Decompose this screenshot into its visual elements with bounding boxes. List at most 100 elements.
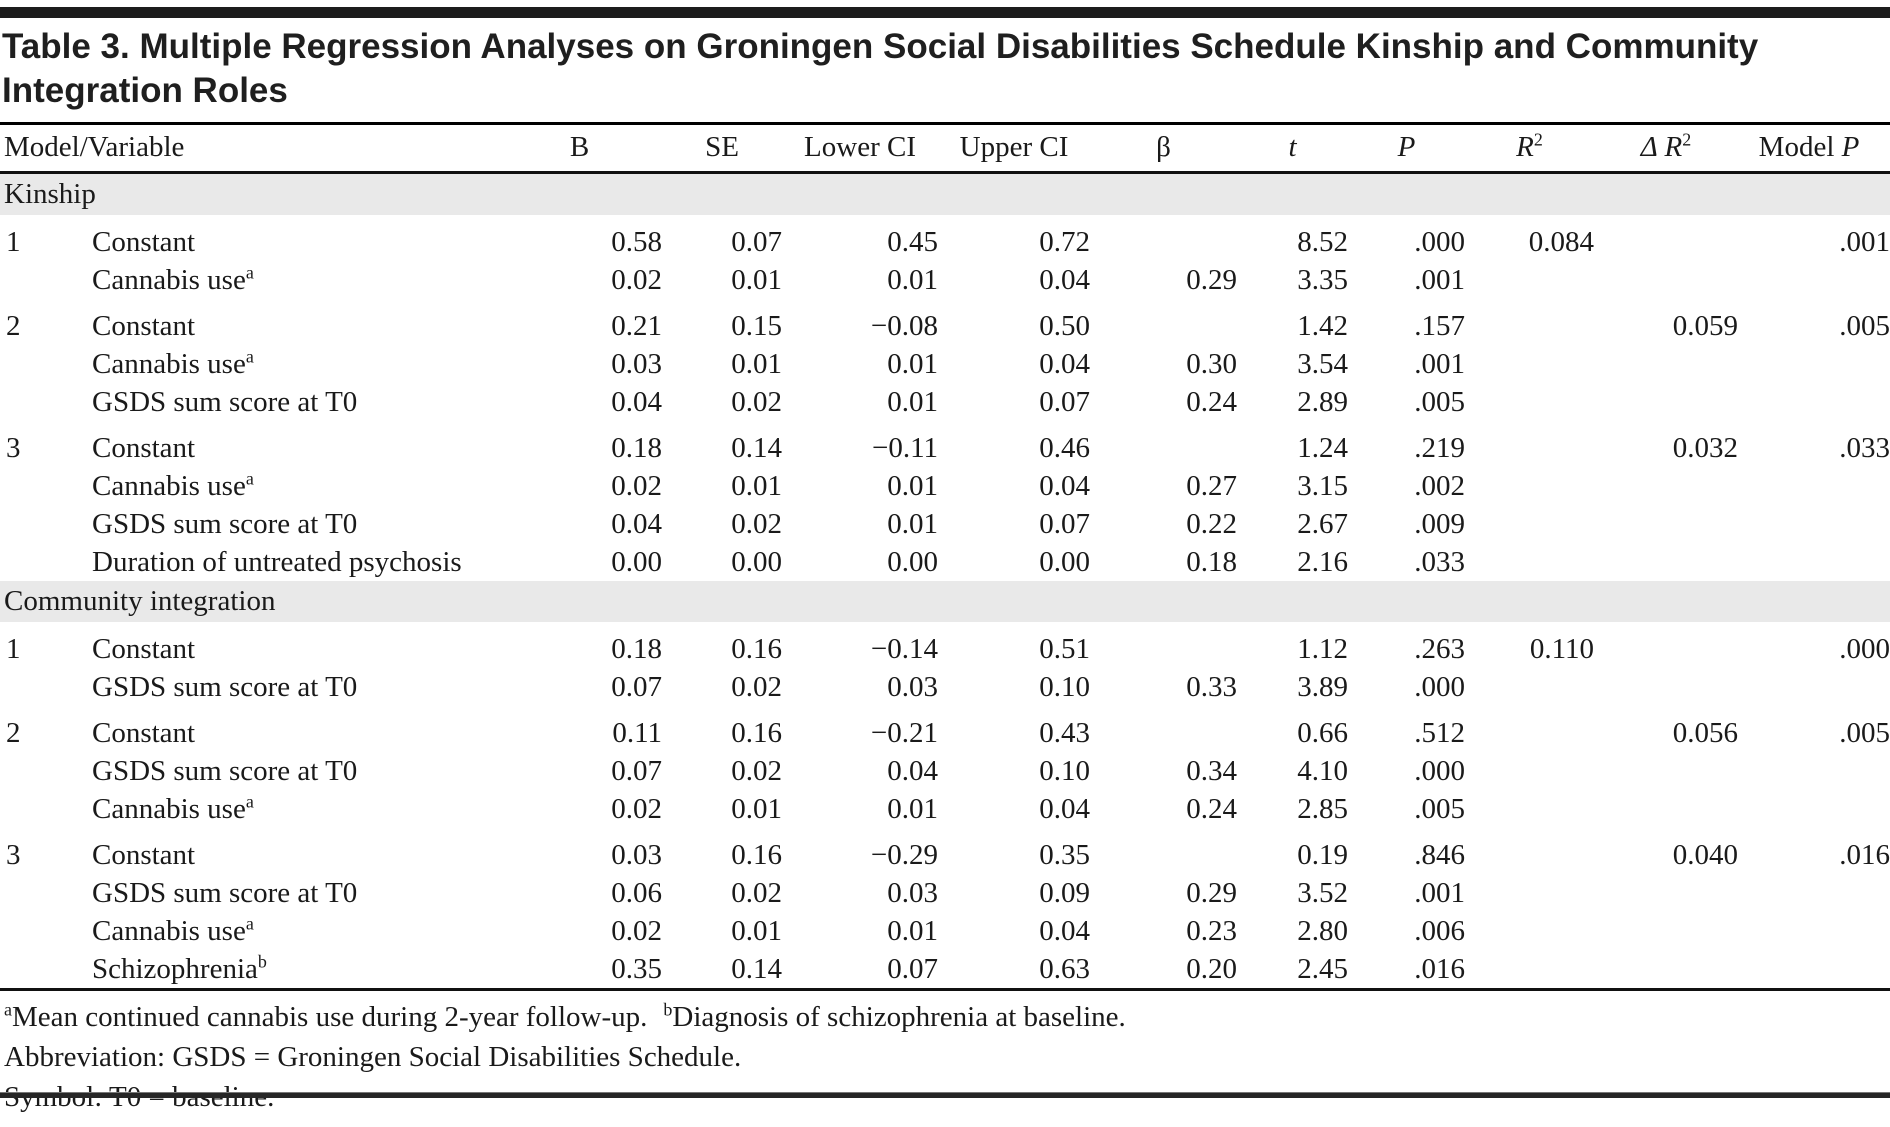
- section-label: Kinship: [0, 172, 1890, 215]
- cell-t: 2.89: [1297, 386, 1349, 418]
- footnote-a-text: Mean continued cannabis use during 2-yea…: [11, 1001, 648, 1033]
- cell-variable: Duration of untreated psychosis: [92, 546, 462, 578]
- cell-upper: 0.10: [1039, 755, 1091, 787]
- cell-b: 0.07: [611, 671, 663, 703]
- cell-se: 0.01: [731, 793, 783, 825]
- cell-modelp: [1738, 912, 1890, 950]
- cell-model-number: 2: [6, 310, 21, 342]
- cell-beta: 0.20: [1186, 953, 1238, 985]
- section-header-row: Kinship: [0, 172, 1890, 215]
- cell-modelp: [1738, 950, 1890, 988]
- column-header-upper-ci: Upper CI: [938, 125, 1091, 174]
- r-squared-sup: 2: [1533, 129, 1543, 150]
- cell-beta: [1090, 299, 1237, 345]
- cell-r2: [1465, 505, 1594, 543]
- cell-model-number: [0, 345, 85, 383]
- cell-r2: [1465, 345, 1594, 383]
- cell-model-number: [0, 950, 85, 988]
- cell-t: 8.52: [1297, 226, 1349, 258]
- cell-b: 0.06: [611, 877, 663, 909]
- cell-p: .000: [1414, 755, 1466, 787]
- cell-b: 0.03: [611, 839, 663, 871]
- cell-b: 0.04: [611, 386, 663, 418]
- table-row: 2 Constant 0.11 0.16 −0.21 0.43 0.66 .512 0.056.…: [0, 706, 1890, 752]
- cell-modelp: [1738, 752, 1890, 790]
- cell-se: 0.00: [731, 546, 783, 578]
- cell-se: 0.02: [731, 386, 783, 418]
- cell-t: 3.35: [1297, 264, 1349, 296]
- cell-model-number: [0, 912, 85, 950]
- cell-modelp: [1738, 505, 1890, 543]
- cell-model-number: 3: [6, 839, 21, 871]
- cell-model-number: [0, 752, 85, 790]
- table-row: Schizophreniab 0.35 0.14 0.07 0.63 0.20 2.45 .0…: [0, 950, 1890, 988]
- cell-b: 0.02: [611, 793, 663, 825]
- cell-variable: Constant: [92, 839, 196, 871]
- cell-variable: Cannabis usea: [92, 346, 254, 380]
- cell-p: .016: [1414, 953, 1466, 985]
- cell-upper: 0.04: [1039, 915, 1091, 947]
- column-header-lower-ci: Lower CI: [782, 125, 939, 174]
- cell-se: 0.16: [731, 717, 783, 749]
- cell-dr2: [1594, 345, 1738, 383]
- cell-beta: 0.34: [1186, 755, 1238, 787]
- cell-lower: 0.01: [887, 793, 939, 825]
- cell-modelp: .000: [1839, 633, 1890, 665]
- table-row: Cannabis usea 0.02 0.01 0.01 0.04 0.24 2.85 .00…: [0, 790, 1890, 828]
- cell-beta: [1090, 706, 1237, 752]
- cell-p: .005: [1414, 793, 1466, 825]
- cell-b: 0.07: [611, 755, 663, 787]
- cell-t: 1.24: [1297, 432, 1349, 464]
- cell-dr2: [1594, 912, 1738, 950]
- cell-modelp: .016: [1839, 839, 1890, 871]
- cell-model-number: 3: [6, 432, 21, 464]
- cell-p: .033: [1414, 546, 1466, 578]
- cell-t: 1.42: [1297, 310, 1349, 342]
- footnote-abbreviation: Abbreviation: GSDS = Groningen Social Di…: [4, 1041, 742, 1073]
- cell-modelp: [1738, 467, 1890, 505]
- cell-beta: 0.24: [1186, 793, 1238, 825]
- cell-beta: 0.33: [1186, 671, 1238, 703]
- cell-model-number: [0, 874, 85, 912]
- cell-r2: [1465, 261, 1594, 299]
- column-header-model-variable: Model/Variable: [0, 125, 498, 174]
- cell-dr2: [1594, 752, 1738, 790]
- cell-t: 2.45: [1297, 953, 1349, 985]
- column-header-b: B: [497, 125, 663, 174]
- table-header: Model/Variable B SE Lower CI Upper CI β …: [0, 125, 1890, 174]
- table-row: 3 Constant 0.18 0.14 −0.11 0.46 1.24 .219 0.032.…: [0, 421, 1890, 467]
- cell-r2: 0.110: [1529, 633, 1595, 665]
- cell-beta: 0.24: [1186, 386, 1238, 418]
- cell-dr2: 0.040: [1672, 839, 1739, 871]
- cell-b: 0.18: [611, 633, 663, 665]
- table-row: 3 Constant 0.03 0.16 −0.29 0.35 0.19 .846 0.040.…: [0, 828, 1890, 874]
- table-body: Kinship 1 Constant 0.58 0.07 0.45 0.72 8.52 .000…: [0, 172, 1890, 989]
- cell-r2: [1465, 467, 1594, 505]
- cell-se: 0.14: [731, 953, 783, 985]
- cell-p: .006: [1414, 915, 1466, 947]
- delta-r-squared-sup: 2: [1682, 129, 1692, 150]
- cell-model-number: [0, 505, 85, 543]
- cell-upper: 0.46: [1039, 432, 1091, 464]
- cell-variable: Cannabis usea: [92, 791, 254, 825]
- cell-modelp: .005: [1839, 310, 1890, 342]
- cell-b: 0.11: [612, 717, 663, 749]
- cell-lower: −0.11: [871, 432, 939, 464]
- cell-beta: 0.27: [1186, 470, 1238, 502]
- cell-beta: 0.30: [1186, 348, 1238, 380]
- column-header-p: P: [1348, 125, 1466, 174]
- cell-r2: [1465, 950, 1594, 988]
- cell-b: 0.35: [611, 953, 663, 985]
- cell-modelp: [1738, 790, 1890, 828]
- column-header-t: t: [1237, 125, 1349, 174]
- cell-dr2: 0.032: [1672, 432, 1739, 464]
- cell-b: 0.00: [611, 546, 663, 578]
- column-header-se: SE: [662, 125, 783, 174]
- cell-model-number: [0, 467, 85, 505]
- cell-p: .000: [1414, 226, 1466, 258]
- cell-model-number: [0, 383, 85, 421]
- cell-lower: 0.01: [887, 348, 939, 380]
- cell-variable: Cannabis usea: [92, 468, 254, 502]
- cell-upper: 0.43: [1039, 717, 1091, 749]
- cell-upper: 0.00: [1039, 546, 1091, 578]
